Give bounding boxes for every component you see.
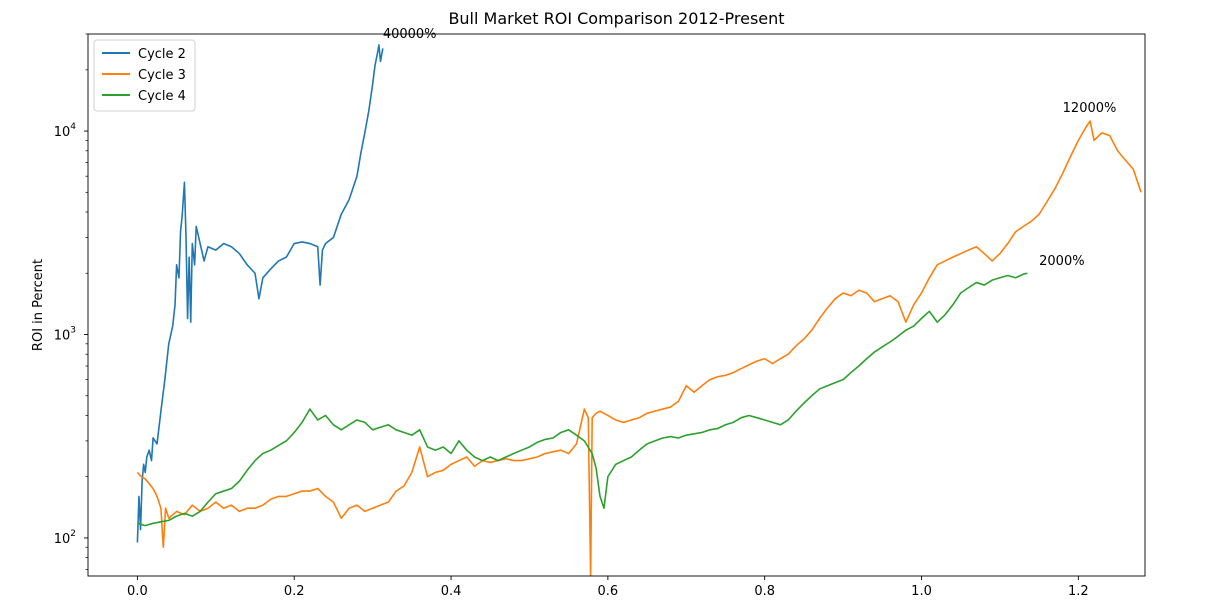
x-tick-label: 1.0 — [911, 584, 932, 599]
peak-annotation: 2000% — [1039, 254, 1084, 269]
plot-frame — [87, 33, 1146, 577]
x-tick-label: 1.2 — [1068, 584, 1089, 599]
y-axis-label: ROI in Percent — [31, 259, 46, 351]
x-tick-label: 0.0 — [127, 584, 148, 599]
chart-title: Bull Market ROI Comparison 2012-Present — [448, 9, 784, 28]
peak-annotation: 12000% — [1063, 101, 1117, 116]
x-tick-label: 0.2 — [284, 584, 305, 599]
annotations: 40000% 12000% 2000% — [383, 27, 1117, 269]
y-tick-label: 102 — [54, 529, 76, 547]
x-tick-label: 0.4 — [441, 584, 462, 599]
y-tick-label: 104 — [54, 122, 77, 140]
series-line-cycle-4 — [137, 272, 1028, 527]
legend-label: Cycle 2 — [138, 47, 186, 62]
legend-label: Cycle 3 — [138, 68, 186, 83]
series-line-cycle-3 — [136, 120, 1142, 576]
series-line-cycle-2 — [136, 44, 384, 543]
y-tick-label: 103 — [54, 326, 76, 344]
plot-area — [136, 44, 1142, 576]
legend: Cycle 2 Cycle 3 Cycle 4 — [93, 39, 196, 112]
x-tick-label: 0.6 — [598, 584, 619, 599]
peak-annotation: 40000% — [383, 27, 437, 42]
legend-label: Cycle 4 — [138, 89, 186, 104]
axes: 0.0 0.2 0.4 0.6 0.8 1.0 1.2 102 103 104 — [54, 33, 1146, 599]
legend-box — [93, 39, 196, 112]
x-tick-label: 0.8 — [754, 584, 775, 599]
